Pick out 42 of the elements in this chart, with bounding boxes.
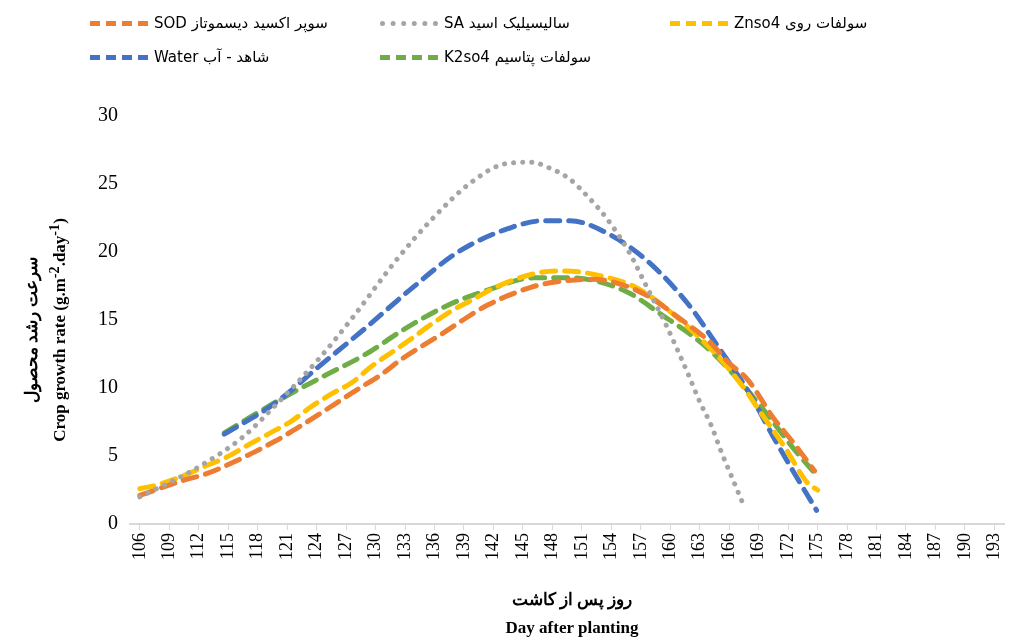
x-tick-label: 142 [482,533,503,560]
x-tick-label: 193 [983,533,1004,560]
x-tick-label: 184 [894,533,915,560]
x-tick-label: 166 [717,533,738,560]
x-tick-label: 118 [246,533,267,560]
x-tick-label: 190 [953,533,974,560]
x-tick-label: 157 [629,533,650,560]
x-tick-label: 136 [423,533,444,560]
legend-label: سولفات روی Znso4 [734,14,868,32]
x-tick-label: 139 [452,533,473,560]
x-tick-label: 130 [364,533,385,560]
legend-label: سوپر اکسید دیسموتاز SOD [154,14,328,32]
x-tick-label: 181 [865,533,886,560]
legend-label: شاهد - آب Water [154,48,270,66]
y-tick-label: 5 [108,443,118,466]
y-tick-label: 15 [98,307,118,330]
y-tick-label: 25 [98,171,118,194]
x-tick-label: 169 [747,533,768,560]
x-tick-label: 178 [835,533,856,560]
x-tick-label: 124 [305,533,326,560]
x-tick-label: 163 [688,533,709,560]
legend-label: سولفات پتاسیم K2so4 [444,48,591,66]
x-tick-label: 154 [600,533,621,560]
x-tick-label: 175 [806,533,827,560]
x-tick-label: 148 [541,533,562,560]
legend-label: سالیسیلیک اسید SA [444,14,570,32]
y-tick-label: 0 [108,511,118,534]
x-tick-label: 109 [158,533,179,560]
x-tick-label: 151 [570,533,591,560]
y-tick-label: 20 [98,239,118,262]
y-tick-label: 30 [98,103,118,126]
x-tick-label: 106 [128,533,149,560]
x-tick-label: 187 [924,533,945,560]
x-tick-label: 133 [393,533,414,560]
x-tick-label: 145 [511,533,532,560]
y-tick-label: 10 [98,375,118,398]
x-tick-label: 160 [658,533,679,560]
x-tick-label: 121 [275,533,296,560]
x-tick-label: 172 [776,533,797,560]
x-tick-label: 112 [187,533,208,560]
x-tick-label: 115 [216,533,237,560]
x-tick-label: 127 [334,533,355,560]
